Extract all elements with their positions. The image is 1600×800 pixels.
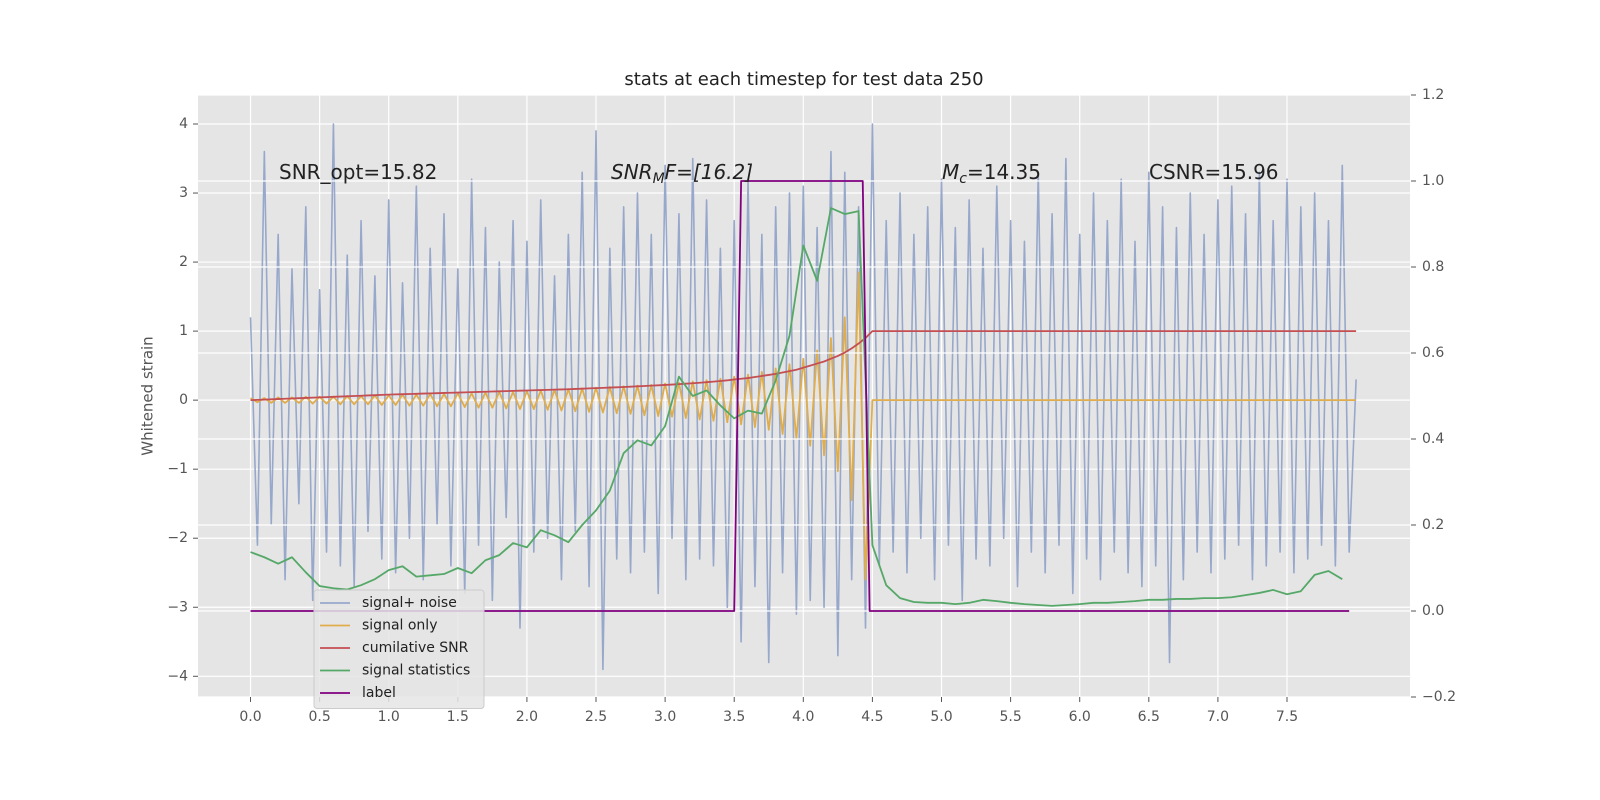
y2-tick-label: 0.6	[1422, 345, 1444, 361]
x-tick-label: 4.0	[792, 709, 814, 725]
legend: signal+ noise signal only cumilative SNR si…	[313, 589, 485, 709]
annotation: Mc=14.35	[942, 160, 1041, 188]
annotation-text: SNR	[611, 160, 653, 184]
legend-box	[313, 589, 485, 709]
series-line	[250, 180, 1350, 612]
annotation: CSNR=15.96	[1149, 160, 1279, 184]
annotation-text: SNR_opt=15.82	[279, 160, 437, 184]
x-tick-label: 7.0	[1207, 709, 1229, 725]
x-tick-label: 0.5	[308, 709, 330, 725]
x-tick-label: 4.5	[861, 709, 883, 725]
annotation-text: M	[942, 160, 959, 184]
y-tick-label: 0	[179, 392, 188, 408]
x-tick-label: 1.5	[447, 709, 469, 725]
y-tick-label: −4	[167, 668, 188, 684]
x-tick-label: 2.5	[585, 709, 607, 725]
y2-tick-label: 1.2	[1422, 87, 1444, 103]
y-tick-label: 1	[179, 323, 188, 339]
annotation-text: CSNR=15.96	[1149, 160, 1279, 184]
x-tick-label: 2.0	[516, 709, 538, 725]
y-tick-label: −3	[167, 599, 188, 615]
x-tick-label: 1.0	[378, 709, 400, 725]
series-line	[250, 271, 1357, 581]
y-axis-label: Whitened strain	[139, 336, 157, 455]
y2-tick-label: 0.4	[1422, 431, 1444, 447]
y-tick-label: 4	[179, 116, 188, 132]
x-tick-label: 3.0	[654, 709, 676, 725]
x-tick-label: 5.0	[930, 709, 952, 725]
x-tick-label: 3.5	[723, 709, 745, 725]
x-tick-label: 7.5	[1276, 709, 1298, 725]
legend-label: cumilative SNR	[362, 640, 469, 656]
x-tick-label: 6.0	[1069, 709, 1091, 725]
legend-label: signal statistics	[362, 663, 470, 679]
legend-label: signal only	[362, 618, 437, 634]
legend-label: signal+ noise	[362, 595, 457, 611]
series-line	[250, 207, 1343, 607]
annotation: SNR_opt=15.82	[279, 160, 437, 184]
x-tick-label: 5.5	[999, 709, 1021, 725]
y-tick-label: 2	[179, 254, 188, 270]
series-line	[250, 330, 1357, 402]
axes: 0.0 0.5 1.0 1.5 2.0 2.5 3.0 3.5 4.0 4.5 5.0 5.5 6.0 6…	[167, 87, 1456, 725]
y2-tick-label: −0.2	[1422, 689, 1456, 705]
x-tick-label: 0.0	[239, 709, 261, 725]
y2-tick-label: 0.0	[1422, 603, 1444, 619]
annotation-text: F=[16.2]	[665, 160, 753, 184]
annotation: SNRMF=[16.2]	[611, 160, 753, 188]
y2-tick-label: 0.8	[1422, 259, 1444, 275]
y-tick-label: −1	[167, 461, 188, 477]
y2-tick-label: 1.0	[1422, 173, 1444, 189]
chart-title: stats at each timestep for test data 250	[624, 69, 983, 90]
x-tick-label: 6.5	[1138, 709, 1160, 725]
series-line	[249, 123, 1357, 671]
y2-tick-label: 0.2	[1422, 517, 1444, 533]
y-tick-label: −2	[167, 530, 188, 546]
annotation-subscript: c	[959, 171, 967, 187]
annotation-text: =14.35	[967, 160, 1041, 184]
y-tick-label: 3	[179, 185, 188, 201]
annotation-subscript: M	[653, 171, 665, 187]
legend-label: label	[362, 685, 396, 701]
